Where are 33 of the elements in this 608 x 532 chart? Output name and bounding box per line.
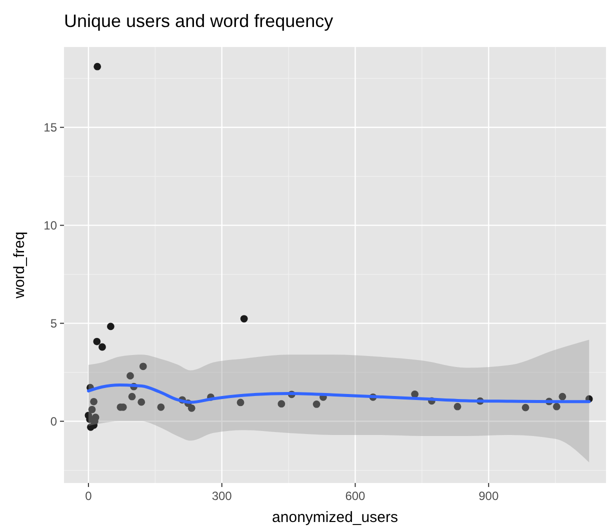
point xyxy=(312,400,320,408)
point xyxy=(106,322,114,330)
point xyxy=(90,398,98,406)
point xyxy=(139,362,147,370)
x-axis-title: anonymized_users xyxy=(272,509,398,526)
y-tick-label: 10 xyxy=(44,218,58,233)
point xyxy=(411,390,419,398)
point xyxy=(278,400,286,408)
point xyxy=(126,372,134,380)
point xyxy=(157,403,165,411)
point xyxy=(128,392,136,400)
point xyxy=(188,404,196,412)
point xyxy=(522,404,530,412)
y-tick-label: 15 xyxy=(44,120,58,135)
point xyxy=(86,416,94,424)
chart-title: Unique users and word frequency xyxy=(64,11,334,31)
x-tick-label: 900 xyxy=(478,489,499,503)
point xyxy=(236,398,244,406)
point xyxy=(454,402,462,410)
x-tick-label: 0 xyxy=(85,489,92,503)
y-axis-title: word_freq xyxy=(11,232,28,300)
point xyxy=(88,406,96,414)
x-tick-label: 600 xyxy=(345,489,366,503)
point xyxy=(552,402,560,410)
y-tick-label: 5 xyxy=(50,316,58,330)
x-tick-label: 300 xyxy=(212,489,232,503)
point xyxy=(94,62,102,70)
point xyxy=(240,315,248,322)
point xyxy=(93,338,101,346)
point xyxy=(558,392,566,400)
point xyxy=(98,343,106,351)
point xyxy=(138,398,146,406)
y-tick-label: 0 xyxy=(50,414,58,428)
